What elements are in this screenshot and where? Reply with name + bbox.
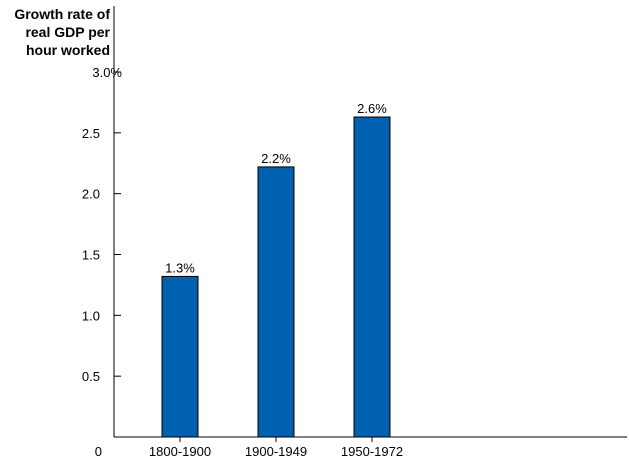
bar — [353, 116, 391, 438]
y-axis-title-line-2: real GDP per — [25, 24, 110, 40]
y-tick-label: 2.0 — [82, 187, 100, 202]
y-tick-label: 3.0% — [92, 65, 122, 80]
axes: 0.5 1.0 1.5 2.0 2.5 3.0% 0 — [82, 6, 627, 459]
x-tick-label: 1800-1900 — [149, 444, 211, 459]
y-tick-label: 1.5 — [82, 248, 100, 263]
y-zero-label: 0 — [95, 444, 102, 459]
x-tick-label: 1950-1972 — [341, 444, 403, 459]
y-axis-title-line-3: hour worked — [25, 42, 110, 58]
bar-data-label: 2.6% — [357, 101, 387, 116]
bar — [257, 166, 295, 438]
y-tick-label: 1.0 — [82, 308, 100, 323]
y-axis-title-line-1: Growth rate of — [14, 6, 110, 22]
y-tick-label: 0.5 — [82, 369, 100, 384]
bars: 1.3% 1800-1900 2.2% 1900-1949 2.6% 1950-1972 — [149, 101, 403, 459]
y-axis-title: Growth rate of real GDP per hour worked — [2, 5, 110, 59]
bar — [161, 275, 199, 438]
x-tick-label: 1900-1949 — [245, 444, 307, 459]
bar-data-label: 1.3% — [165, 260, 195, 275]
bar-data-label: 2.2% — [261, 151, 291, 166]
y-tick-label: 2.5 — [82, 126, 100, 141]
